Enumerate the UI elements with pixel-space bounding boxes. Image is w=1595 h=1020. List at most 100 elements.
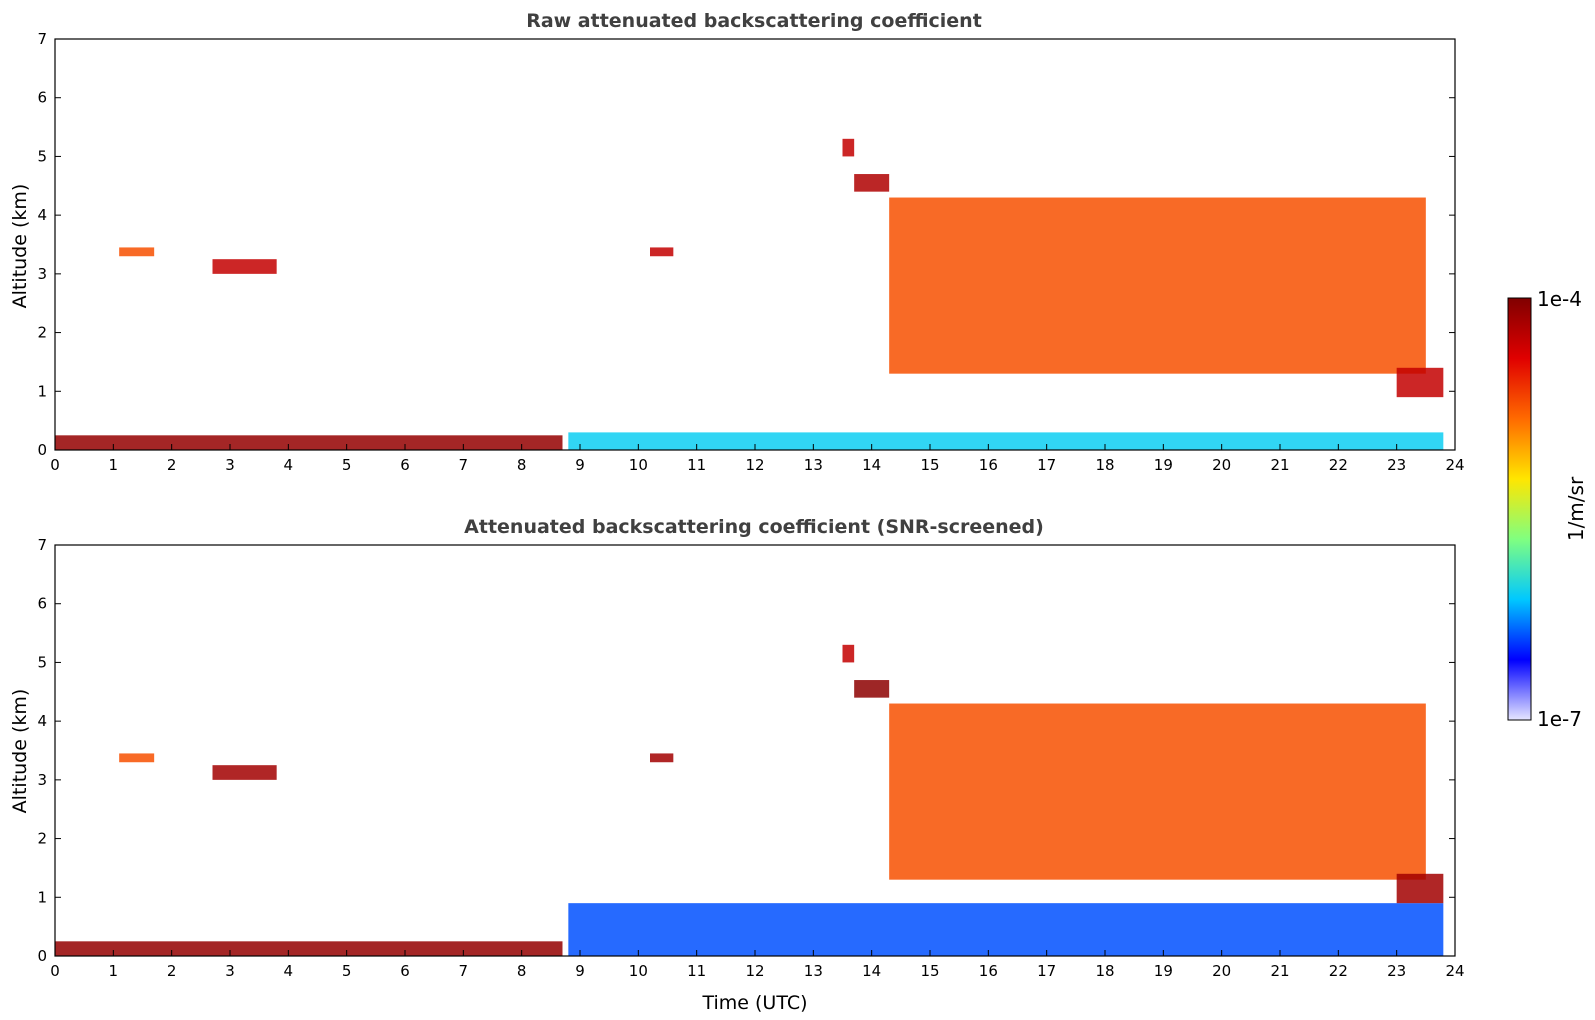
x-tick-label: 1	[109, 962, 119, 980]
raw-backscatter-panel: Raw attenuated backscattering coefficien…	[9, 10, 1465, 474]
screened-y-axis-label: Altitude (km)	[9, 689, 31, 814]
screened-x-ticks: 0 1 2 3 4 5 6 7 8 9 10 11 12 13 14 15 16 17 18 19 20 21 22 23 24	[50, 950, 1465, 980]
heatmap-feature-high-cloud	[854, 174, 890, 192]
x-tick-label: 9	[575, 456, 585, 474]
raw-x-ticks: 0 1 2 3 4 5 6 7 8 9 10 11 12 13 14 15 16 17 18 19 20 21 22 23 24	[50, 444, 1465, 474]
x-tick-label: 4	[284, 456, 294, 474]
heatmap-feature-high-cloud	[842, 644, 855, 663]
x-tick-label: 6	[400, 456, 410, 474]
heatmap-feature-surface-layer	[55, 435, 563, 450]
x-tick-label: 14	[862, 456, 881, 474]
screened-y-ticks: 0 1 2 3 4 5 6 7	[37, 536, 1455, 965]
x-tick-label: 6	[400, 962, 410, 980]
y-tick-label: 7	[37, 536, 47, 554]
heatmap-feature-high-cloud	[842, 138, 855, 157]
x-tick-label: 12	[745, 962, 764, 980]
x-tick-label: 4	[284, 962, 294, 980]
colorbar-max-label: 1e-4	[1537, 287, 1582, 311]
x-tick-label: 16	[979, 456, 998, 474]
y-tick-label: 4	[37, 206, 47, 224]
x-tick-label: 17	[1037, 962, 1056, 980]
x-tick-label: 3	[225, 962, 235, 980]
colorbar-gradient	[1507, 297, 1532, 721]
x-tick-label: 10	[629, 456, 648, 474]
raw-y-ticks: 0 1 2 3 4 5 6 7	[37, 30, 1455, 459]
x-tick-label: 0	[50, 962, 60, 980]
x-tick-label: 5	[342, 456, 352, 474]
x-tick-label: 15	[920, 456, 939, 474]
screened-heatmap-area	[55, 644, 1444, 956]
x-tick-label: 22	[1329, 456, 1348, 474]
raw-heatmap-area	[55, 138, 1444, 450]
x-tick-label: 7	[459, 962, 469, 980]
x-tick-label: 23	[1387, 962, 1406, 980]
x-tick-label: 11	[687, 456, 706, 474]
y-tick-label: 3	[37, 265, 47, 283]
raw-y-axis-label: Altitude (km)	[9, 184, 31, 309]
x-tick-label: 10	[629, 962, 648, 980]
x-tick-label: 16	[979, 962, 998, 980]
x-tick-label: 9	[575, 962, 585, 980]
heatmap-feature-mid-level-cloud	[212, 765, 277, 780]
heatmap-feature-mid-level-cloud	[650, 753, 674, 763]
x-tick-label: 2	[167, 962, 177, 980]
x-tick-label: 2	[167, 456, 177, 474]
x-tick-label: 13	[804, 456, 823, 474]
y-tick-label: 5	[37, 653, 47, 671]
y-tick-label: 2	[37, 324, 47, 342]
heatmap-feature-mid-level-cloud	[212, 259, 277, 274]
y-tick-label: 6	[37, 595, 47, 613]
heatmap-feature-cloud-system	[889, 703, 1426, 880]
x-tick-label: 18	[1095, 962, 1114, 980]
x-tick-label: 8	[517, 456, 527, 474]
panel-title-screened: Attenuated backscattering coefficient (S…	[464, 516, 1044, 538]
x-tick-label: 24	[1445, 962, 1464, 980]
x-tick-label: 11	[687, 962, 706, 980]
x-tick-label: 21	[1270, 456, 1289, 474]
screened-backscatter-panel: Attenuated backscattering coefficient (S…	[9, 516, 1465, 1014]
x-tick-label: 19	[1154, 962, 1173, 980]
y-tick-label: 0	[37, 441, 47, 459]
y-tick-label: 6	[37, 89, 47, 107]
heatmap-feature-surface-layer	[55, 941, 563, 956]
heatmap-feature-high-cloud	[854, 680, 890, 698]
x-tick-label: 17	[1037, 456, 1056, 474]
y-tick-label: 2	[37, 830, 47, 848]
heatmap-feature-near-surface-noise	[568, 432, 1444, 450]
heatmap-feature-aerosol-layer	[568, 903, 1444, 956]
x-tick-label: 22	[1329, 962, 1348, 980]
x-tick-label: 13	[804, 962, 823, 980]
x-axis-label: Time (UTC)	[701, 992, 807, 1014]
x-tick-label: 19	[1154, 456, 1173, 474]
y-tick-label: 7	[37, 30, 47, 48]
x-tick-label: 1	[109, 456, 119, 474]
y-tick-label: 5	[37, 147, 47, 165]
x-tick-label: 3	[225, 456, 235, 474]
y-tick-label: 4	[37, 712, 47, 730]
x-tick-label: 24	[1445, 456, 1464, 474]
x-tick-label: 18	[1095, 456, 1114, 474]
heatmap-feature-mid-level-cloud	[119, 247, 155, 257]
colorbar-min-label: 1e-7	[1537, 707, 1582, 731]
heatmap-feature-mid-level-cloud	[650, 247, 674, 257]
y-tick-label: 1	[37, 382, 47, 400]
y-tick-label: 0	[37, 947, 47, 965]
x-tick-label: 12	[745, 456, 764, 474]
x-tick-label: 21	[1270, 962, 1289, 980]
x-tick-label: 14	[862, 962, 881, 980]
panel-title-raw: Raw attenuated backscattering coefficien…	[526, 10, 982, 32]
heatmap-feature-boundary-layer-cloud	[1396, 367, 1444, 398]
colorbar-unit-label: 1/m/sr	[1564, 476, 1588, 541]
x-tick-label: 8	[517, 962, 527, 980]
x-tick-label: 20	[1212, 962, 1231, 980]
heatmap-feature-mid-level-cloud	[119, 753, 155, 763]
x-tick-label: 23	[1387, 456, 1406, 474]
colorbar: 1e-4 1e-7 1/m/sr	[1507, 287, 1588, 731]
y-tick-label: 3	[37, 771, 47, 789]
x-tick-label: 5	[342, 962, 352, 980]
x-tick-label: 15	[920, 962, 939, 980]
heatmap-feature-cloud-system	[889, 197, 1426, 374]
x-tick-label: 7	[459, 456, 469, 474]
x-tick-label: 20	[1212, 456, 1231, 474]
